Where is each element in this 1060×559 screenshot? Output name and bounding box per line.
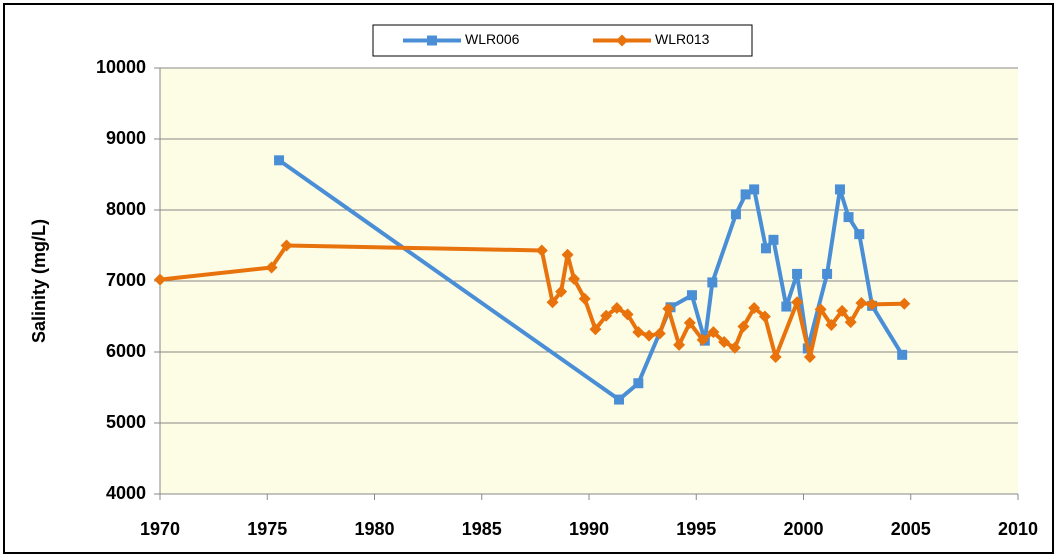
y-tick-label: 6000 [106,341,146,361]
legend-label: WLR006 [465,31,520,47]
marker [696,333,709,346]
y-tick-label: 8000 [106,199,146,219]
x-tick-label: 1985 [462,519,502,539]
marker [546,296,559,309]
legend-marker [616,34,628,47]
marker [578,292,591,305]
marker [683,316,696,329]
marker [822,268,833,279]
marker [825,319,838,332]
x-tick-label: 1990 [569,519,609,539]
marker [898,297,911,310]
marker [792,268,803,279]
y-axis-label: Salinity (mg/L) [29,219,49,343]
x-tick-label: 2010 [998,519,1038,539]
marker [274,155,285,166]
marker [769,350,782,363]
marker [897,349,908,360]
marker [760,243,771,254]
marker [740,189,751,200]
marker [749,184,760,195]
marker [643,329,656,342]
marker [843,212,854,223]
x-tick-label: 2005 [891,519,931,539]
marker [632,326,645,339]
marker [854,229,865,240]
y-tick-label: 7000 [106,270,146,290]
marker [844,316,857,329]
x-tick-label: 1980 [354,519,394,539]
marker [154,273,166,286]
marker [758,310,771,323]
marker [707,277,718,288]
legend-label: WLR013 [655,31,710,47]
marker [621,308,634,321]
x-tick-label: 1975 [247,519,287,539]
legend-marker [427,35,437,46]
marker [535,244,548,257]
marker [791,296,804,309]
marker [728,341,741,354]
marker [834,184,845,195]
marker [614,394,625,405]
marker [633,378,644,389]
marker [653,327,666,340]
marker [803,350,816,363]
marker [673,338,686,351]
y-tick-label: 4000 [106,483,146,503]
marker [280,239,293,252]
x-tick-label: 1995 [676,519,716,539]
marker [814,303,827,316]
marker [707,326,720,339]
marker [768,234,779,245]
marker [866,298,879,311]
marker [589,323,602,336]
marker [561,248,574,261]
y-tick-label: 5000 [106,412,146,432]
marker [748,301,761,314]
marker [855,297,868,310]
x-tick-label: 2000 [783,519,823,539]
x-tick-label: 1970 [140,519,180,539]
marker [730,209,741,220]
marker [600,309,613,322]
marker [610,301,623,314]
marker [567,272,580,285]
marker [686,290,697,301]
marker [555,285,568,298]
y-tick-label: 9000 [106,128,146,148]
y-tick-label: 10000 [96,57,146,77]
marker [836,304,849,317]
marker [718,336,731,349]
marker [737,320,750,333]
marker [781,301,792,312]
marker [265,261,278,274]
marker [662,302,675,315]
